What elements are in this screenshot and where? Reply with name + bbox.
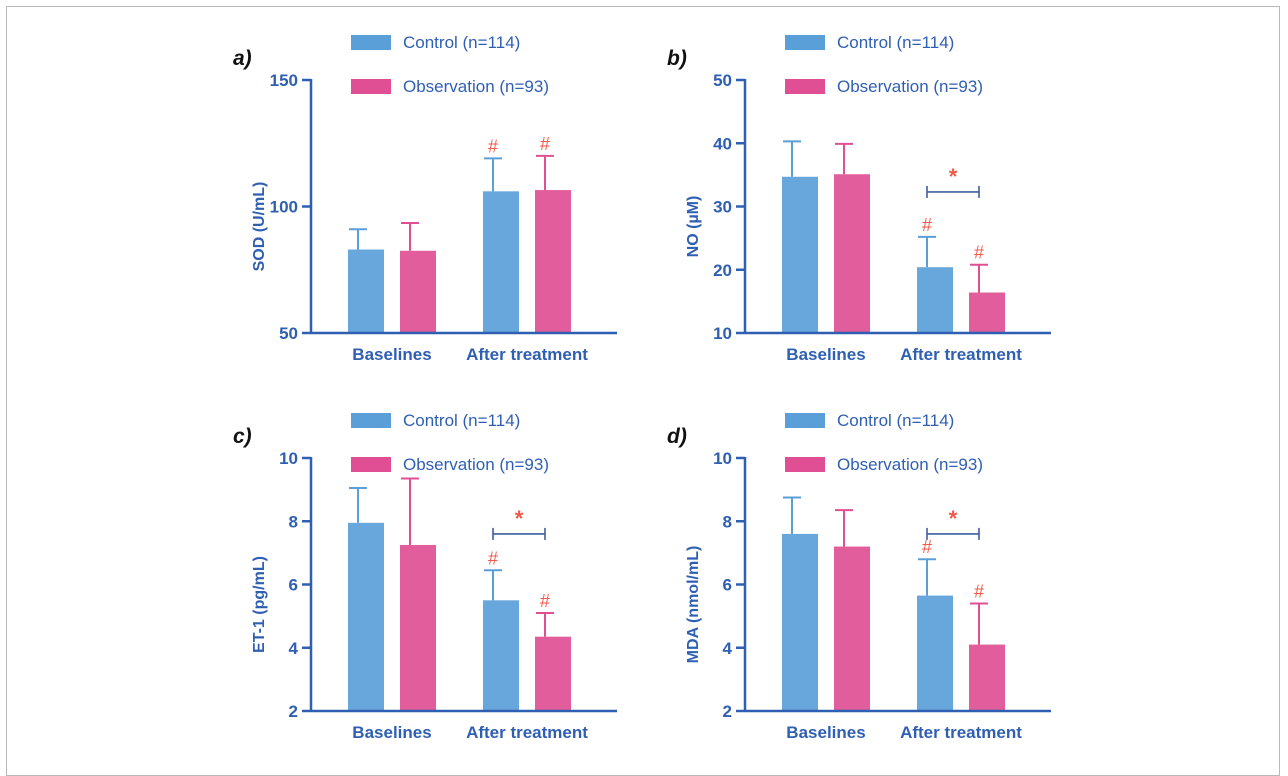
significance-star: * xyxy=(949,164,958,189)
hash-mark: # xyxy=(488,136,498,156)
bar-observation-baselines xyxy=(400,544,436,711)
significance-star: * xyxy=(515,506,524,531)
legend-swatch xyxy=(351,457,391,472)
y-tick-label: 150 xyxy=(270,71,298,90)
legend-swatch xyxy=(351,413,391,428)
panel-label: a) xyxy=(233,47,252,70)
bar-observation-after-treatment xyxy=(969,292,1005,333)
hash-mark: # xyxy=(922,215,932,235)
legend-label: Observation (n=93) xyxy=(403,77,549,96)
bar-control-after-treatment xyxy=(483,600,519,711)
legend-label: Observation (n=93) xyxy=(403,455,549,474)
x-category-label: After treatment xyxy=(900,345,1022,364)
y-axis-label: SOD (U/mL) xyxy=(251,182,268,272)
panel-label: d) xyxy=(667,425,687,448)
x-category-label: Baselines xyxy=(786,723,865,742)
legend-swatch xyxy=(785,413,825,428)
y-tick-label: 10 xyxy=(713,449,732,468)
bar-control-baselines xyxy=(782,176,818,333)
bar-control-baselines xyxy=(782,533,818,711)
hash-mark: # xyxy=(540,134,550,154)
legend-label: Observation (n=93) xyxy=(837,77,983,96)
legend-swatch xyxy=(785,79,825,94)
x-category-label: Baselines xyxy=(352,345,431,364)
y-tick-label: 4 xyxy=(723,639,733,658)
x-category-label: After treatment xyxy=(900,723,1022,742)
bar-observation-baselines xyxy=(400,250,436,333)
figure: a) # #50 100 150 Baselines After treatment SOD … xyxy=(6,6,1280,776)
y-axis-label: MDA (nmol/mL) xyxy=(685,546,702,664)
bar-observation-after-treatment xyxy=(969,644,1005,711)
bar-control-after-treatment xyxy=(917,267,953,333)
legend-label: Control (n=114) xyxy=(837,411,954,430)
y-tick-label: 10 xyxy=(713,324,732,343)
chart-grid: a) # #50 100 150 Baselines After treatment SOD … xyxy=(233,33,1051,742)
bar-observation-baselines xyxy=(834,174,870,333)
hash-mark: # xyxy=(974,581,984,601)
x-category-label: After treatment xyxy=(466,345,588,364)
y-tick-label: 6 xyxy=(289,576,298,595)
panel-a: a) # #50 100 150 Baselines After treatment SOD … xyxy=(233,33,617,364)
y-axis-label: NO (µM) xyxy=(685,196,702,258)
legend-label: Control (n=114) xyxy=(837,33,954,52)
bar-observation-after-treatment xyxy=(535,190,571,333)
panel-label: c) xyxy=(233,425,252,448)
legend-label: Observation (n=93) xyxy=(837,455,983,474)
bar-control-after-treatment xyxy=(917,595,953,711)
panel-c: c) # #2 4 6 8 10 Baselines After treatment ET-1 (… xyxy=(233,411,617,742)
y-tick-label: 100 xyxy=(270,198,298,217)
bar-control-baselines xyxy=(348,522,384,711)
bar-observation-after-treatment xyxy=(535,636,571,711)
x-category-label: After treatment xyxy=(466,723,588,742)
panel-label: b) xyxy=(667,47,687,70)
y-tick-label: 50 xyxy=(279,324,298,343)
bar-control-baselines xyxy=(348,249,384,333)
hash-mark: # xyxy=(488,548,498,568)
y-axis-label: ET-1 (pg/mL) xyxy=(251,556,268,653)
legend-swatch xyxy=(351,35,391,50)
x-category-label: Baselines xyxy=(352,723,431,742)
legend-swatch xyxy=(351,79,391,94)
hash-mark: # xyxy=(922,537,932,557)
y-tick-label: 20 xyxy=(713,261,732,280)
y-tick-label: 8 xyxy=(289,512,298,531)
legend-label: Control (n=114) xyxy=(403,411,520,430)
bar-control-after-treatment xyxy=(483,191,519,333)
x-category-label: Baselines xyxy=(786,345,865,364)
y-tick-label: 40 xyxy=(713,134,732,153)
y-tick-label: 30 xyxy=(713,198,732,217)
y-tick-label: 6 xyxy=(723,576,732,595)
y-tick-label: 2 xyxy=(289,702,298,721)
legend-swatch xyxy=(785,35,825,50)
panel-b: b) # #10 20 30 40 50 Baselines After treatment NO… xyxy=(667,33,1051,364)
y-tick-label: 8 xyxy=(723,512,732,531)
legend-swatch xyxy=(785,457,825,472)
legend-label: Control (n=114) xyxy=(403,33,520,52)
hash-mark: # xyxy=(974,243,984,263)
hash-mark: # xyxy=(540,591,550,611)
y-tick-label: 50 xyxy=(713,71,732,90)
significance-star: * xyxy=(949,506,958,531)
bar-observation-baselines xyxy=(834,546,870,711)
y-tick-label: 10 xyxy=(279,449,298,468)
panel-d: d) # #2 4 6 8 10 Baselines After treatment MDA (n… xyxy=(667,411,1051,742)
y-tick-label: 4 xyxy=(289,639,299,658)
y-tick-label: 2 xyxy=(723,702,732,721)
